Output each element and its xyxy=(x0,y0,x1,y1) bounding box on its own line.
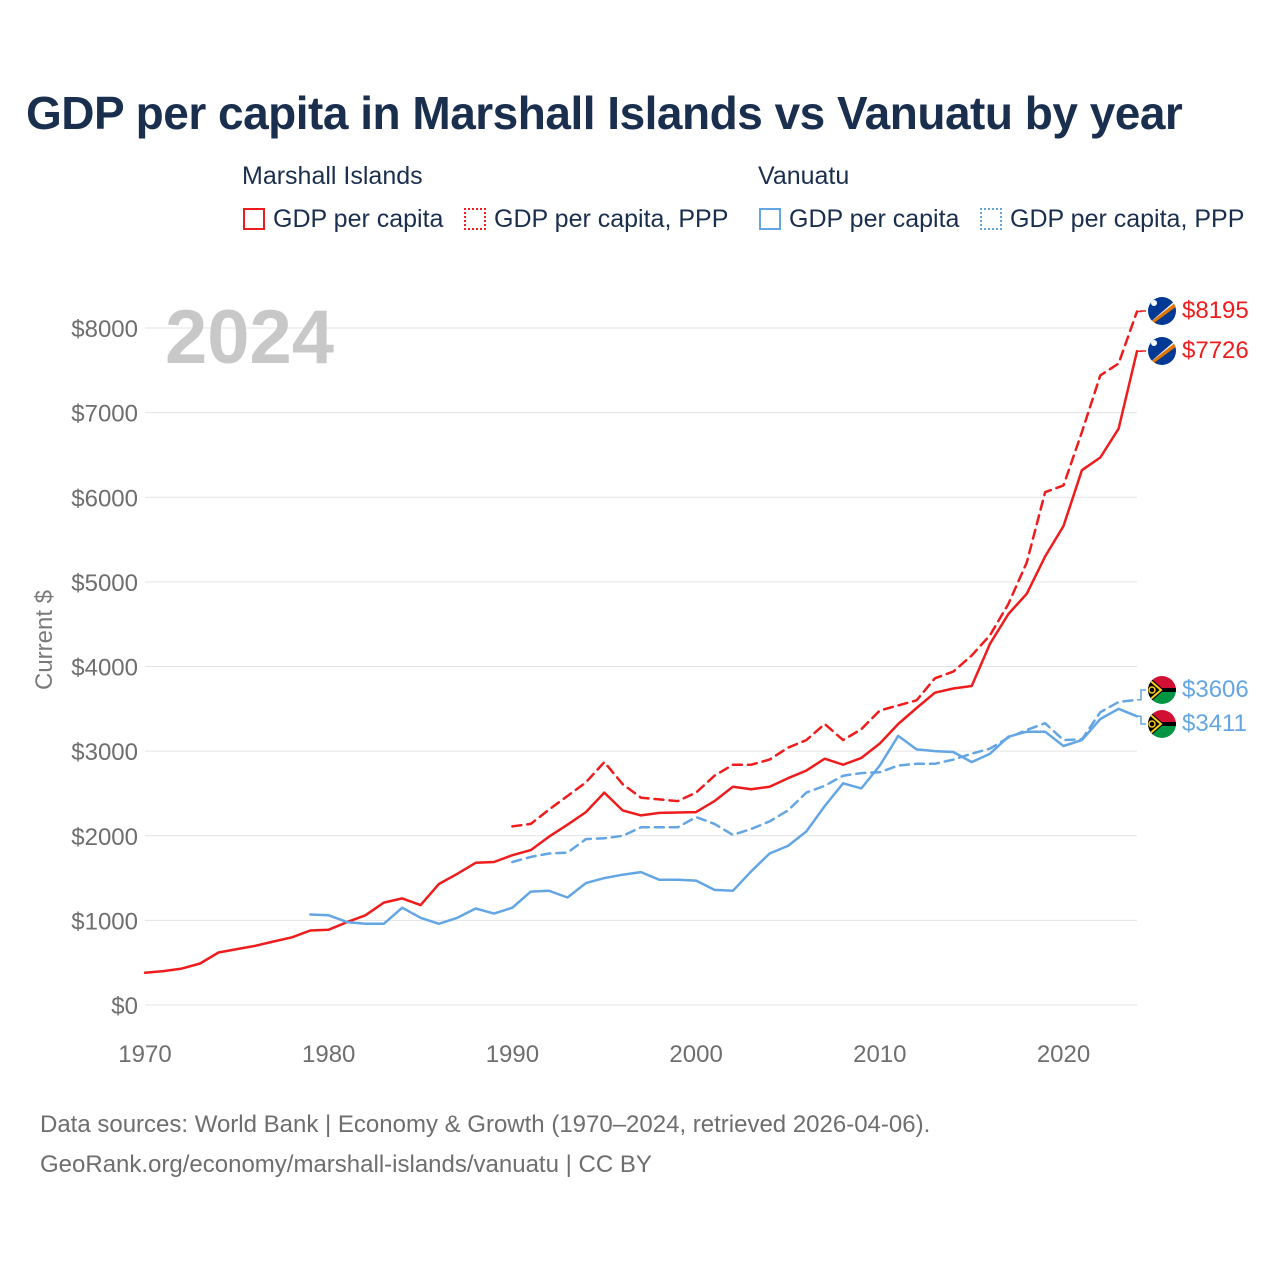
legend-group-marshall-islands: Marshall Islands xyxy=(242,162,423,190)
x-tick-label: 2020 xyxy=(1037,1041,1090,1068)
series-line-2[interactable] xyxy=(309,707,1139,926)
y-tick-label: $1000 xyxy=(71,908,138,935)
end-label-vanuatu-gdp-ppp: $3606 xyxy=(1182,676,1249,703)
end-connector xyxy=(1137,689,1146,701)
chart-title: GDP per capita in Marshall Islands vs Va… xyxy=(26,87,1183,139)
end-label-vanuatu-gdp: $3411 xyxy=(1182,710,1247,737)
y-tick-label: $8000 xyxy=(71,316,138,343)
y-axis-label: Current $ xyxy=(31,590,58,690)
series-line-1[interactable] xyxy=(511,310,1139,828)
legend-item-vanuatu-gdp-ppp[interactable]: GDP per capita, PPP xyxy=(980,204,1244,234)
x-tick-label: 2010 xyxy=(853,1041,906,1068)
legend-item-marshall-gdp-ppp[interactable]: GDP per capita, PPP xyxy=(464,204,728,234)
legend-swatch-solid-red xyxy=(243,208,265,230)
legend-group-vanuatu: Vanuatu xyxy=(758,162,850,190)
y-tick-label: $0 xyxy=(111,993,138,1020)
vanuatu-flag-icon xyxy=(1148,710,1176,738)
footer-sources-line: Data sources: World Bank | Economy & Gro… xyxy=(40,1111,931,1138)
legend-label: GDP per capita, PPP xyxy=(494,204,729,233)
y-tick-label: $5000 xyxy=(71,570,138,597)
y-tick-label: $7000 xyxy=(71,401,138,428)
legend-swatch-solid-blue xyxy=(759,208,781,230)
legend-label: GDP per capita xyxy=(273,204,444,233)
end-connector xyxy=(1137,715,1146,725)
series-line-3[interactable] xyxy=(511,698,1139,864)
series-line-0[interactable] xyxy=(143,349,1139,975)
x-tick-label: 2000 xyxy=(669,1041,722,1068)
legend-swatch-dotted-blue xyxy=(980,208,1002,230)
y-tick-label: $6000 xyxy=(71,485,138,512)
footer-sources: Data sources: World Bank | Economy & Gro… xyxy=(40,1105,930,1185)
x-tick-label: 1980 xyxy=(302,1041,355,1068)
end-label-marshall-gdp: $7726 xyxy=(1182,337,1249,364)
y-tick-label: $3000 xyxy=(71,739,138,766)
end-label-marshall-gdp-ppp: $8195 xyxy=(1182,297,1249,324)
y-tick-label: $2000 xyxy=(71,824,138,851)
legend-swatch-dotted-red xyxy=(464,208,486,230)
marshall-islands-flag-icon xyxy=(1148,297,1176,325)
legend-item-vanuatu-gdp[interactable]: GDP per capita xyxy=(759,204,959,234)
end-connector xyxy=(1137,310,1146,313)
footer-url-line[interactable]: GeoRank.org/economy/marshall-islands/van… xyxy=(40,1151,652,1178)
marshall-islands-flag-icon xyxy=(1148,337,1176,365)
x-tick-label: 1990 xyxy=(486,1041,539,1068)
legend-label: GDP per capita, PPP xyxy=(1010,204,1245,233)
x-tick-label: 1970 xyxy=(118,1041,171,1068)
y-tick-label: $4000 xyxy=(71,655,138,682)
legend-item-marshall-gdp[interactable]: GDP per capita xyxy=(243,204,443,234)
legend-label: GDP per capita xyxy=(789,204,960,233)
vanuatu-flag-icon xyxy=(1148,676,1176,704)
year-watermark: 2024 xyxy=(165,295,334,380)
